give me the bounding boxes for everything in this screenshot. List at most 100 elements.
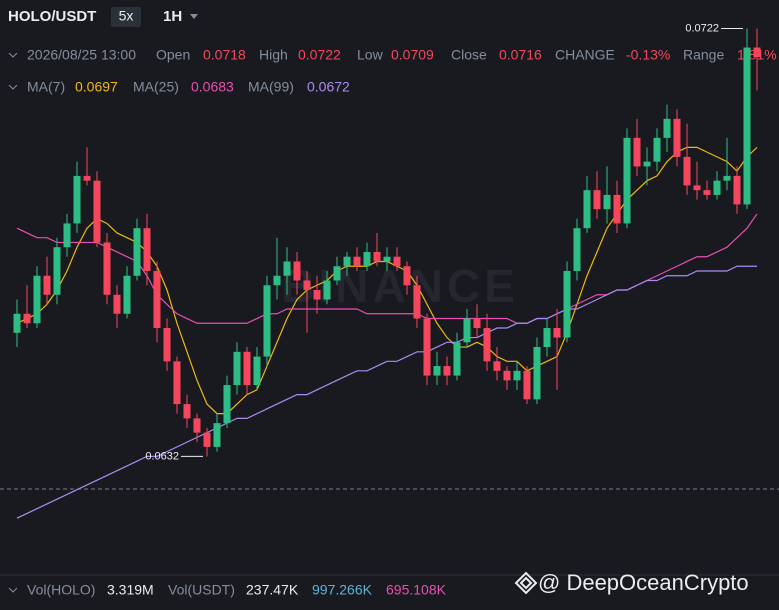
candle-body [683, 156, 691, 186]
candle-body [523, 370, 531, 400]
ma-toggle[interactable] [8, 84, 18, 90]
candle-body [663, 118, 671, 138]
candle-body [693, 185, 701, 191]
vol-toggle[interactable] [8, 587, 18, 593]
candle-body [443, 366, 451, 376]
candle-body [173, 361, 181, 405]
candle-body [293, 261, 301, 281]
watermark-center: BINANCE [281, 260, 519, 312]
candle-body [353, 256, 361, 267]
candle-body [583, 190, 591, 229]
candle-body [83, 175, 91, 181]
candle-body [723, 175, 731, 181]
change-label: CHANGE [555, 47, 615, 63]
candle-body [753, 47, 761, 58]
candle-body [643, 161, 651, 167]
range-label: Range [683, 47, 724, 63]
high-value: 0.0722 [298, 47, 341, 63]
interval[interactable]: 1H [163, 8, 182, 25]
ma-value: 0.0672 [307, 79, 350, 95]
candle-body [573, 228, 581, 271]
candle-body [533, 347, 541, 400]
candle-body [513, 370, 521, 381]
candle-body [473, 318, 481, 329]
candle-body [223, 385, 231, 424]
vol-base-value: 3.319M [107, 582, 154, 598]
vol-base-label: Vol(HOLO) [27, 582, 95, 598]
open-label: Open [156, 47, 190, 63]
high-annotation: 0.0722 [685, 22, 719, 34]
candle-body [653, 137, 661, 162]
candle-body [393, 256, 401, 267]
candle-body [263, 285, 271, 357]
vol-quote-value: 237.47K [246, 582, 299, 598]
ma-line [16, 265, 757, 519]
change-value: -0.13% [626, 47, 670, 63]
candle-body [593, 190, 601, 210]
candle-body [423, 318, 431, 376]
candle-body [73, 175, 81, 224]
ma-value: 0.0697 [75, 79, 118, 95]
candle-body [413, 285, 421, 319]
candle-body [243, 351, 251, 386]
vol-ma-value: 997.266K [312, 582, 373, 598]
candle-body [673, 118, 681, 157]
ma-label: MA(25) [133, 79, 179, 95]
candle-body [563, 270, 571, 338]
ma-value: 0.0683 [191, 79, 234, 95]
candle-body [253, 356, 261, 386]
high-label: High [259, 47, 288, 63]
candle-body [463, 318, 471, 343]
candle-body [123, 275, 131, 314]
pair[interactable]: HOLO/USDT [8, 8, 96, 25]
candle-body [303, 280, 311, 290]
low-value: 0.0709 [391, 47, 434, 63]
candle-body [343, 256, 351, 267]
candle-body [33, 275, 41, 324]
candle-body [93, 180, 101, 243]
candle-body [543, 328, 551, 348]
candle-body [323, 280, 331, 300]
candle-body [713, 180, 721, 195]
ma-label: MA(7) [27, 79, 65, 95]
leverage-box[interactable] [111, 7, 141, 27]
candle-body [493, 361, 501, 371]
low-label: Low [357, 47, 384, 63]
candle-body [183, 404, 191, 419]
candle-body [63, 223, 71, 248]
candle-body [43, 275, 51, 295]
credit: @ DeepOceanCrypto [538, 570, 749, 595]
ohlc-toggle[interactable] [8, 52, 18, 58]
close-value: 0.0716 [499, 47, 542, 63]
candle-body [383, 256, 391, 262]
candle-body [553, 328, 561, 338]
candle-body [333, 266, 341, 281]
candle-body [133, 228, 141, 276]
close-label: Close [451, 47, 487, 63]
candle-body [143, 228, 151, 271]
candle-body [733, 175, 741, 205]
candle-body [113, 294, 121, 314]
vol-quote-label: Vol(USDT) [168, 582, 235, 598]
interval-caret[interactable] [190, 14, 198, 19]
candle-body [403, 266, 411, 286]
candle-body [153, 270, 161, 329]
candle-body [233, 351, 241, 386]
leverage[interactable]: 5x [119, 8, 134, 24]
candle-body [483, 328, 491, 362]
candle-body [213, 423, 221, 447]
candle-body [283, 261, 291, 276]
open-value: 0.0718 [203, 47, 246, 63]
candle-body [373, 251, 381, 262]
candle-body [313, 290, 321, 300]
candle-body [703, 190, 711, 195]
candle-body [13, 313, 21, 333]
candle-body [23, 313, 31, 324]
candle-body [603, 194, 611, 210]
plot: 0.0722 0.0632 [13, 22, 761, 519]
candle-body [623, 137, 631, 224]
candle-body [203, 432, 211, 447]
candle-body [503, 370, 511, 381]
ma-label: MA(99) [248, 79, 294, 95]
